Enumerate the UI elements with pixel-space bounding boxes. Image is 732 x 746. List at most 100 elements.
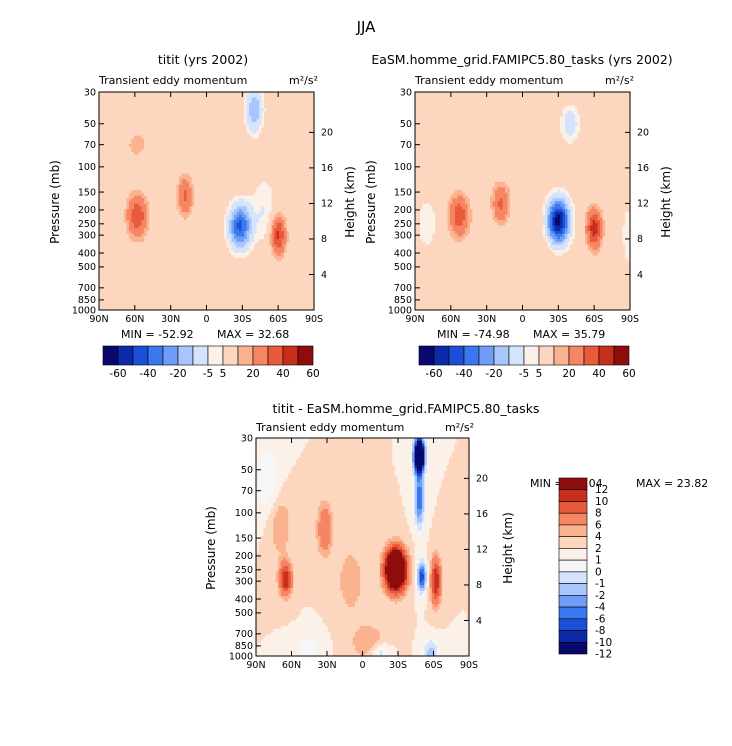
- heatmap-cell: [126, 149, 130, 153]
- heatmap-cell: [286, 97, 290, 101]
- heatmap-cell: [179, 173, 183, 178]
- heatmap-cell: [296, 127, 300, 131]
- heatmap-cell: [264, 151, 268, 156]
- heatmap-cell: [104, 97, 108, 101]
- heatmap-cell: [209, 102, 213, 107]
- heatmap-cell: [111, 141, 115, 145]
- heatmap-cell: [111, 97, 115, 101]
- heatmap-cell: [99, 176, 103, 180]
- heatmap-cell: [174, 100, 178, 104]
- heatmap-cell: [176, 121, 180, 126]
- heatmap-cell: [116, 116, 120, 120]
- heatmap-cell: [114, 124, 118, 129]
- heatmap-cell: [274, 181, 278, 186]
- heatmap-cell: [279, 179, 283, 183]
- heatmap-cell: [236, 151, 240, 156]
- heatmap-cell: [276, 179, 280, 183]
- heatmap-cell: [141, 138, 145, 142]
- heatmap-cell: [229, 102, 233, 107]
- heatmap-cell: [144, 100, 148, 104]
- heatmap-cell: [221, 143, 225, 148]
- heatmap-cell: [151, 165, 155, 169]
- heatmap-cell: [231, 130, 235, 134]
- heatmap-cell: [181, 184, 185, 188]
- heatmap-cell: [119, 149, 123, 153]
- heatmap-cell: [171, 113, 175, 118]
- heatmap-cell: [304, 141, 308, 145]
- heatmap-cell: [266, 111, 270, 115]
- heatmap-cell: [191, 94, 195, 99]
- heatmap-cell: [196, 132, 200, 137]
- heatmap-cell: [279, 132, 283, 137]
- heatmap-cell: [164, 127, 168, 131]
- heatmap-cell: [254, 149, 258, 153]
- heatmap-cell: [136, 121, 140, 126]
- heatmap-cell: [261, 135, 265, 139]
- heatmap-cell: [201, 173, 205, 178]
- heatmap-cell: [179, 119, 183, 123]
- heatmap-cell: [246, 173, 250, 178]
- heatmap-cell: [276, 116, 280, 120]
- heatmap-cell: [311, 151, 315, 156]
- heatmap-cell: [234, 100, 238, 104]
- heatmap-cell: [166, 149, 170, 153]
- heatmap-cell: [241, 165, 245, 169]
- heatmap-cell: [129, 165, 133, 169]
- heatmap-cell: [251, 143, 255, 148]
- heatmap-cell: [259, 138, 263, 142]
- heatmap-cell: [289, 149, 293, 153]
- heatmap-cell: [306, 135, 310, 139]
- heatmap-cell: [304, 181, 308, 186]
- heatmap-cell: [261, 92, 265, 96]
- heatmap-cell: [161, 154, 165, 159]
- heatmap-cell: [186, 171, 190, 175]
- heatmap-cell: [104, 92, 108, 96]
- heatmap-cell: [249, 181, 253, 186]
- heatmap-cell: [181, 135, 185, 139]
- heatmap-cell: [264, 141, 268, 145]
- heatmap-cell: [161, 171, 165, 175]
- heatmap-cell: [169, 127, 173, 131]
- heatmap-cell: [234, 113, 238, 118]
- heatmap-cell: [219, 173, 223, 178]
- heatmap-cell: [219, 113, 223, 118]
- heatmap-cell: [191, 187, 195, 191]
- heatmap-cell: [179, 168, 183, 172]
- heatmap-cell: [204, 171, 208, 175]
- heatmap-cell: [296, 171, 300, 175]
- heatmap-cell: [251, 127, 255, 131]
- heatmap-cell: [194, 116, 198, 120]
- heatmap-cell: [149, 162, 153, 167]
- heatmap-cell: [256, 157, 260, 161]
- heatmap-cell: [156, 94, 160, 99]
- heatmap-cell: [154, 111, 158, 115]
- heatmap-cell: [301, 173, 305, 178]
- heatmap-cell: [246, 165, 250, 169]
- heatmap-cell: [279, 111, 283, 115]
- heatmap-cell: [134, 162, 138, 167]
- heatmap-cell: [181, 121, 185, 126]
- heatmap-cell: [159, 168, 163, 172]
- heatmap-cell: [254, 100, 258, 104]
- heatmap-cell: [219, 124, 223, 129]
- heatmap-cell: [199, 111, 203, 115]
- heatmap-cell: [211, 160, 215, 164]
- heatmap-cell: [176, 97, 180, 101]
- heatmap-cell: [119, 105, 123, 109]
- heatmap-cell: [236, 135, 240, 139]
- heatmap-cell: [306, 157, 310, 161]
- heatmap-cell: [211, 92, 215, 96]
- heatmap-cell: [289, 162, 293, 167]
- heatmap-cell: [139, 160, 143, 164]
- heatmap-cell: [296, 135, 300, 139]
- heatmap-cell: [144, 121, 148, 126]
- heatmap-cell: [156, 135, 160, 139]
- heatmap-cell: [191, 135, 195, 139]
- heatmap-cell: [196, 157, 200, 161]
- heatmap-cell: [169, 154, 173, 159]
- heatmap-cell: [184, 168, 188, 172]
- heatmap-cell: [214, 179, 218, 183]
- heatmap-cell: [159, 132, 163, 137]
- heatmap-cell: [126, 121, 130, 126]
- heatmap-cell: [216, 102, 220, 107]
